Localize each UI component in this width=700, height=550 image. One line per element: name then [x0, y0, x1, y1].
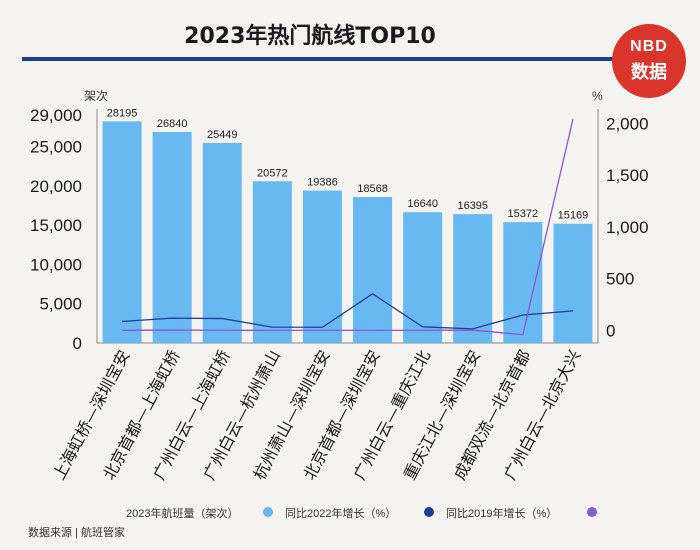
bar-value-label: 19386 — [307, 177, 338, 189]
line-series-1 — [122, 118, 574, 336]
left-tick-label: 15,000 — [30, 216, 82, 235]
left-tick-label: 5,000 — [39, 295, 82, 314]
chart-title: 2023年热门航线TOP10 — [184, 24, 436, 49]
left-tick-label: 25,000 — [30, 137, 82, 156]
bar — [353, 197, 393, 343]
left-tick-label: 29,000 — [30, 106, 82, 125]
left-tick-label: 0 — [73, 334, 82, 353]
bar — [102, 121, 142, 343]
legend-dot-1 — [424, 507, 434, 517]
nbd-logo: NBD 数据 — [612, 24, 686, 98]
legend-label-2: 同比2019年增长（%） — [446, 508, 558, 520]
bar — [403, 212, 443, 343]
bar-value-label: 15169 — [558, 210, 589, 222]
bar — [453, 214, 493, 343]
bar-value-label: 16395 — [457, 200, 488, 212]
logo-line1: NBD — [630, 38, 668, 55]
left-tick-label: 10,000 — [30, 255, 82, 274]
bar — [152, 131, 192, 343]
right-axis-unit: % — [592, 89, 603, 103]
bar-value-label: 18568 — [357, 183, 388, 195]
right-tick-label: 1,500 — [606, 166, 649, 185]
bar-value-label: 20572 — [257, 167, 288, 179]
bar — [553, 223, 593, 343]
legend-label-1: 同比2022年增长（%） — [285, 508, 397, 520]
legend-dot-2 — [587, 507, 597, 517]
right-tick-label: 1,000 — [606, 218, 649, 237]
bar — [302, 190, 342, 343]
title-underline — [22, 57, 627, 61]
bar-value-label: 26840 — [157, 118, 188, 130]
bar-value-label: 25449 — [207, 129, 238, 141]
chart-area: 架次 % 0 5,000 10,000 15,000 20,000 25,000 29,000 0… — [30, 89, 649, 483]
legend-label-0: 2023年航班量（架次） — [126, 508, 239, 520]
legend: 2023年航班量（架次） 同比2022年增长（%） 同比2019年增长（%） — [0, 505, 700, 523]
left-axis-unit: 架次 — [84, 89, 108, 103]
right-tick-label: 2,000 — [606, 114, 649, 133]
left-tick-label: 20,000 — [30, 177, 82, 196]
right-tick-label: 0 — [606, 322, 615, 341]
logo-line2: 数据 — [631, 62, 667, 82]
bar — [202, 142, 242, 343]
bar-value-label: 28195 — [107, 107, 138, 119]
bar — [503, 222, 543, 343]
data-source: 数据来源 | 航班管家 — [28, 527, 125, 539]
right-tick-label: 500 — [606, 270, 634, 289]
bar-value-label: 16640 — [407, 198, 438, 210]
bar-value-label: 15372 — [508, 208, 539, 220]
line-series-0 — [122, 292, 574, 330]
legend-dot-0 — [263, 507, 273, 517]
bar — [252, 181, 292, 343]
